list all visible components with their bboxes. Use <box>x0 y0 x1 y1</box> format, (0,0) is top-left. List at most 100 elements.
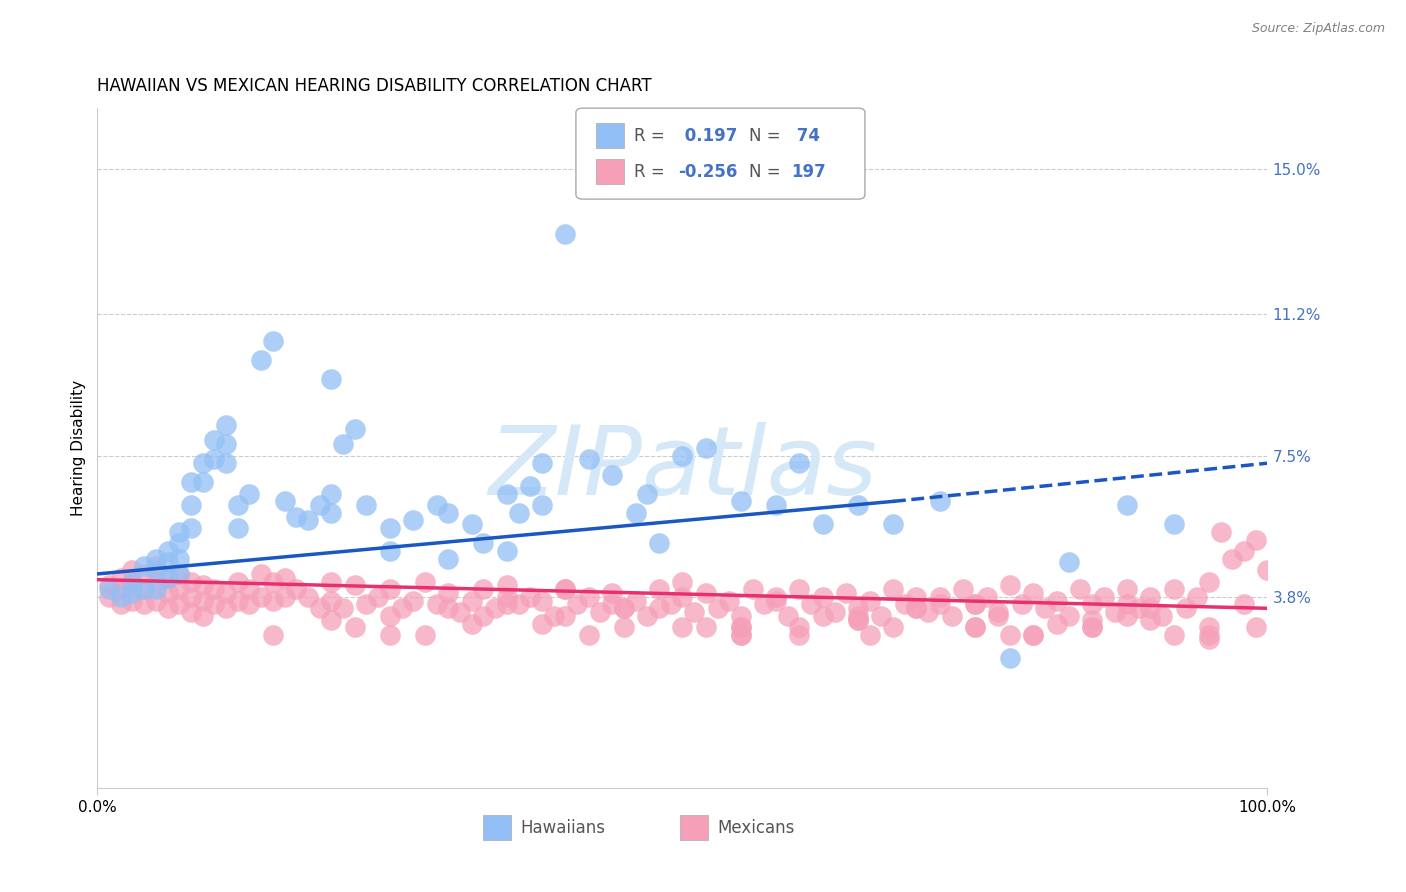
Point <box>578 590 600 604</box>
Point <box>449 605 471 619</box>
Point <box>437 601 460 615</box>
Point <box>1022 628 1045 642</box>
Point <box>811 609 834 624</box>
Point <box>437 506 460 520</box>
Point <box>1163 517 1185 532</box>
Point <box>426 498 449 512</box>
Point <box>332 437 354 451</box>
Point <box>461 517 484 532</box>
Point <box>624 506 647 520</box>
Point <box>998 578 1021 592</box>
Point <box>730 620 752 634</box>
Point <box>297 590 319 604</box>
Point <box>765 593 787 607</box>
Point <box>1198 620 1220 634</box>
Point <box>765 590 787 604</box>
Point <box>859 628 882 642</box>
Point <box>156 556 179 570</box>
Point <box>800 598 823 612</box>
Point <box>1092 590 1115 604</box>
Point <box>145 574 167 589</box>
Point <box>730 494 752 508</box>
Point <box>145 563 167 577</box>
Point <box>378 544 401 558</box>
Point <box>426 598 449 612</box>
Point <box>811 590 834 604</box>
Point <box>624 593 647 607</box>
Point <box>484 601 506 615</box>
Point <box>134 582 156 597</box>
Point <box>1128 601 1150 615</box>
Point <box>824 605 846 619</box>
Text: N =: N = <box>749 162 780 181</box>
Point <box>1233 544 1256 558</box>
Point <box>789 628 811 642</box>
Point <box>671 620 693 634</box>
Point <box>963 620 986 634</box>
Point <box>134 582 156 597</box>
Point <box>180 498 202 512</box>
Point <box>202 598 225 612</box>
Point <box>1081 620 1104 634</box>
Point <box>928 494 950 508</box>
Point <box>413 574 436 589</box>
Point <box>648 601 671 615</box>
Point <box>167 598 190 612</box>
Point <box>343 620 366 634</box>
Point <box>461 616 484 631</box>
Point <box>578 628 600 642</box>
Point <box>1046 616 1069 631</box>
Point <box>578 452 600 467</box>
Point <box>121 578 143 592</box>
Point <box>273 494 295 508</box>
Point <box>905 590 928 604</box>
Point <box>321 593 343 607</box>
Point <box>718 593 741 607</box>
Point <box>683 605 706 619</box>
Point <box>1057 609 1080 624</box>
Point <box>1152 609 1174 624</box>
Point <box>437 551 460 566</box>
Point <box>941 609 963 624</box>
Point <box>98 578 121 592</box>
Point <box>273 590 295 604</box>
Point <box>215 601 238 615</box>
Point <box>1256 563 1278 577</box>
Point <box>530 498 553 512</box>
Point <box>671 590 693 604</box>
Point <box>554 582 576 597</box>
Point <box>554 582 576 597</box>
Point <box>215 456 238 470</box>
Point <box>789 620 811 634</box>
Point <box>262 593 284 607</box>
Point <box>811 517 834 532</box>
Point <box>963 598 986 612</box>
Point <box>321 613 343 627</box>
Point <box>226 574 249 589</box>
Point <box>859 593 882 607</box>
Point <box>402 593 425 607</box>
Point <box>508 506 530 520</box>
Point <box>530 593 553 607</box>
Point <box>1046 593 1069 607</box>
Point <box>1244 533 1267 547</box>
Point <box>741 582 763 597</box>
Point <box>343 422 366 436</box>
Point <box>145 593 167 607</box>
Point <box>846 613 869 627</box>
Point <box>378 609 401 624</box>
Point <box>121 574 143 589</box>
Point <box>648 582 671 597</box>
Point <box>695 620 717 634</box>
Point <box>156 586 179 600</box>
Text: Source: ZipAtlas.com: Source: ZipAtlas.com <box>1251 22 1385 36</box>
Point <box>121 563 143 577</box>
Point <box>554 609 576 624</box>
Point <box>1011 598 1033 612</box>
Point <box>145 551 167 566</box>
Point <box>121 586 143 600</box>
Point <box>238 598 260 612</box>
Point <box>695 586 717 600</box>
Point <box>1057 556 1080 570</box>
Point <box>963 598 986 612</box>
